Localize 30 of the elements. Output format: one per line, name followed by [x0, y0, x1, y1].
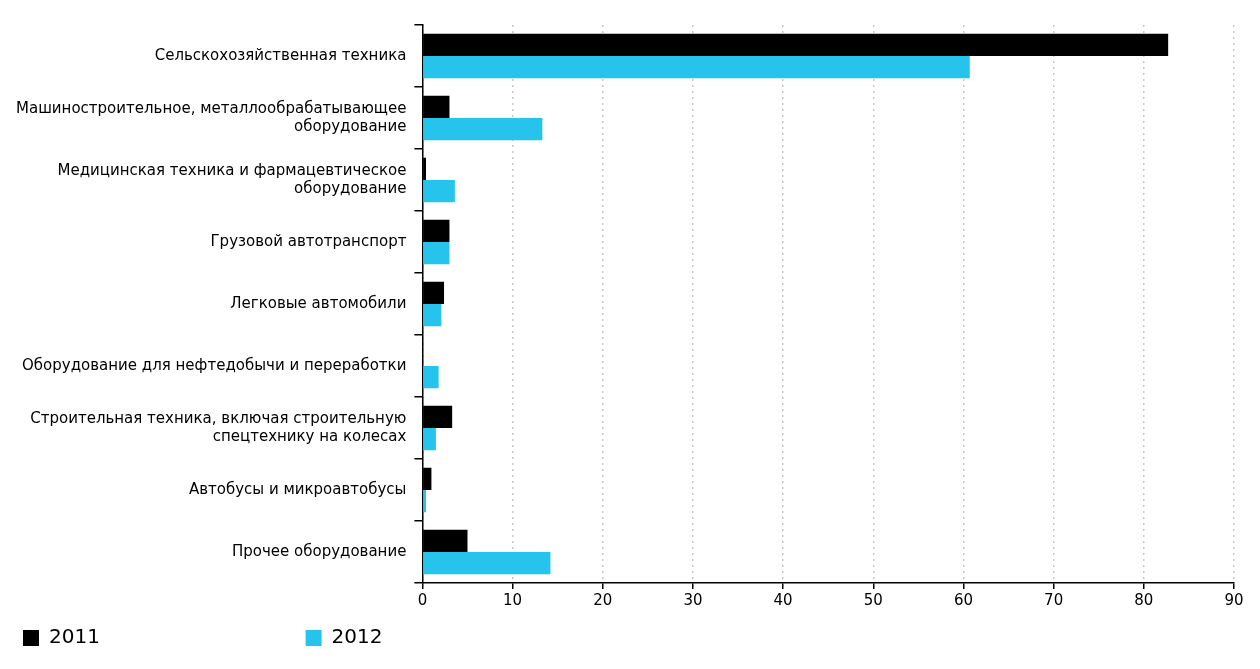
bar [423, 242, 450, 265]
x-tick-label: 30 [683, 590, 703, 609]
x-tick-label: 20 [593, 590, 613, 609]
x-tick-label: 60 [953, 590, 974, 609]
x-tick-label: 10 [503, 590, 523, 609]
bar [423, 366, 439, 389]
bar [423, 56, 970, 79]
y-tick-label: Оборудование для нефтедобычи и переработки [22, 355, 407, 374]
y-tick-label: Легковые автомобили [230, 293, 407, 312]
y-tick-label: Автобусы и микроавтобусы [188, 479, 407, 498]
x-tick-label: 50 [863, 590, 883, 609]
y-tick-label: Сельскохозяйственная техника [154, 45, 407, 64]
x-tick-label: 90 [1224, 590, 1244, 609]
bar [423, 304, 442, 327]
y-tick-label: Машиностроительное, металлообрабатывающее оборудование [16, 98, 407, 135]
bar [423, 490, 427, 513]
x-tick-label: 0 [417, 590, 428, 609]
x-tick-label: 70 [1044, 590, 1064, 609]
y-tick-label: Прочее оборудование [231, 541, 407, 560]
bar [423, 118, 543, 141]
bar [423, 552, 551, 575]
x-tick-label: 40 [773, 590, 793, 609]
y-tick-label: Медицинская техника и фармацевтическое оборудование [57, 160, 407, 197]
bar [423, 428, 436, 451]
x-tick-label: 80 [1134, 590, 1154, 609]
y-tick-label: Строительная техника, включая строительную спецтехнику на колесах [30, 408, 407, 445]
legend-label: 2012 [331, 624, 383, 649]
y-tick-label: Грузовой автотранспорт [210, 231, 407, 250]
legend-label: 2011 [49, 624, 291, 649]
bar [423, 180, 455, 203]
